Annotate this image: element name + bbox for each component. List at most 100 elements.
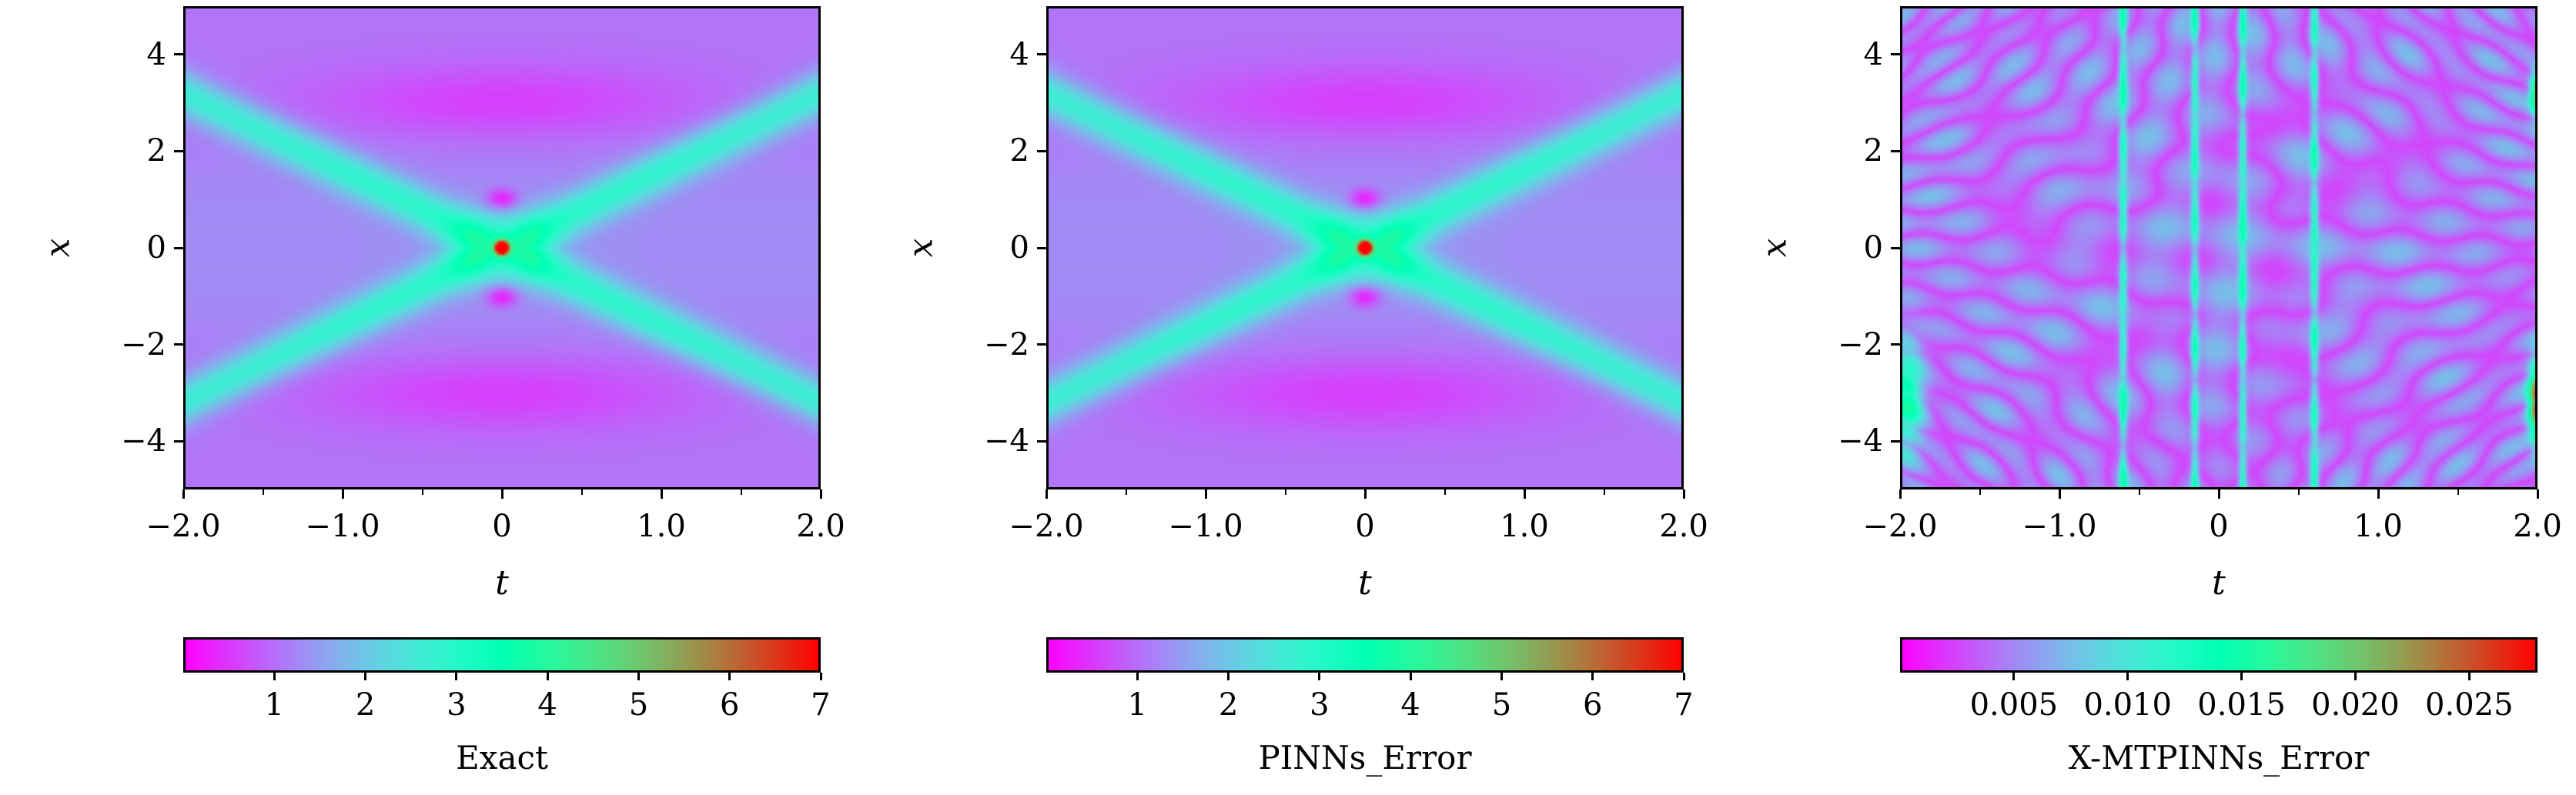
colorbar-3 [1900,637,2538,673]
y-tick-label: 2 [146,133,166,169]
y-tick-label: 0 [1863,230,1883,266]
colorbar-tick [2354,673,2357,680]
x-tick [1899,489,1902,499]
colorbar-tick-label: 0.020 [2311,687,2400,723]
y-axis-label: x [901,238,941,258]
y-tick [174,439,183,443]
y-tick-label: 4 [146,36,166,72]
colorbar-tick [364,673,367,680]
y-tick [1037,246,1046,249]
colorbar-tick [1409,673,1412,680]
heatmap-image [183,6,821,489]
colorbar-tick [1136,673,1139,680]
x-axis-label: t [495,563,509,603]
x-tick-label: 2.0 [796,509,845,544]
y-tick-label: −4 [121,423,166,459]
x-minor-tick [2138,489,2140,495]
colorbar-tick [546,673,549,680]
y-tick [1037,439,1046,443]
colorbar-tick [1318,673,1321,680]
x-tick-label: −2.0 [1009,509,1084,544]
y-tick-label: −2 [984,326,1029,362]
colorbar-tick-label: 0.010 [2083,687,2172,723]
x-minor-tick [1284,489,1286,495]
x-minor-tick [2457,489,2459,495]
colorbar-frame [1900,637,2538,673]
x-tick [1363,489,1367,499]
x-tick-label: 1.0 [1500,509,1549,544]
colorbar-tick-label: 7 [811,687,831,723]
x-minor-tick [1125,489,1127,495]
plot-frame [1046,6,1684,489]
x-minor-tick [1979,489,1981,495]
plot-frame [183,6,821,489]
colorbar-tick-label: 7 [1674,687,1694,723]
y-tick [1037,343,1046,346]
y-tick [1891,343,1900,346]
colorbar-tick [819,673,822,680]
x-tick [1682,489,1685,499]
x-axis-label: t [1358,563,1372,603]
x-minor-tick [421,489,423,495]
x-tick [2377,489,2380,499]
colorbar-tick [273,673,276,680]
x-axis-label: t [2212,563,2226,603]
y-tick [1891,53,1900,56]
colorbar-tick [455,673,458,680]
colorbar-tick-label: 2 [355,687,376,723]
colorbar-label: PINNs_Error [1258,739,1472,777]
y-tick [1891,149,1900,152]
colorbar-label: X-MTPINNs_Error [2068,739,2370,777]
x-tick [2217,489,2220,499]
y-tick-label: −2 [1838,326,1883,362]
colorbar-tick [728,673,731,680]
colorbar-tick-label: 6 [719,687,740,723]
x-tick-label: 2.0 [2513,509,2562,544]
x-minor-tick [580,489,583,495]
colorbar-1 [183,637,821,673]
x-minor-tick [1603,489,1605,495]
colorbar-tick [1682,673,1685,680]
y-tick [174,53,183,56]
x-tick [1045,489,1048,499]
colorbar-label: Exact [456,739,548,777]
y-axis-label: x [1755,238,1795,258]
colorbar-tick-label: 3 [447,687,467,723]
colorbar-tick-label: 2 [1218,687,1239,723]
y-tick-label: −4 [984,423,1029,459]
colorbar-gradient [183,637,821,673]
x-minor-tick [740,489,742,495]
x-minor-tick [2297,489,2300,495]
y-tick-label: 0 [1009,230,1029,266]
y-tick [174,343,183,346]
y-tick-label: 4 [1863,36,1883,72]
y-tick-label: 4 [1009,36,1029,72]
colorbar-tick-label: 5 [1491,687,1512,723]
y-tick [174,246,183,249]
colorbar-tick-label: 6 [1582,687,1603,723]
x-tick-label: 1.0 [637,509,686,544]
x-minor-tick [1444,489,1446,495]
x-tick-label: 0 [2209,509,2229,544]
colorbar-tick [1500,673,1503,680]
colorbar-tick [1591,673,1594,680]
x-tick [1204,489,1207,499]
x-tick [2058,489,2061,499]
x-tick-label: −1.0 [2022,509,2097,544]
x-tick [1523,489,1526,499]
x-tick [500,489,503,499]
x-tick [182,489,185,499]
x-tick-label: −1.0 [1168,509,1243,544]
colorbar-tick-label: 4 [1400,687,1420,723]
colorbar-tick-label: 0.015 [2197,687,2286,723]
plot-frame [1900,6,2538,489]
colorbar-tick-label: 4 [537,687,557,723]
x-tick [660,489,663,499]
colorbar-frame [183,637,821,673]
x-tick-label: −1.0 [305,509,380,544]
y-tick-label: −2 [121,326,166,362]
colorbar-tick [2240,673,2243,680]
colorbar-tick-label: 5 [628,687,649,723]
colorbar-tick-label: 0.005 [1969,687,2059,723]
